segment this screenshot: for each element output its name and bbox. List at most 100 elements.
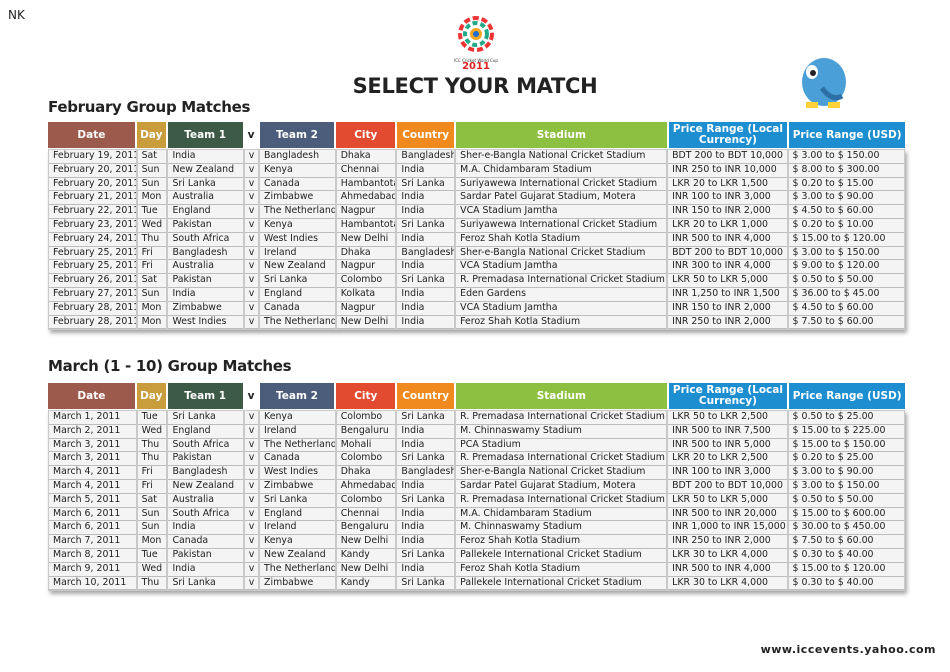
logo-text: ICC Cricket World Cup (454, 58, 498, 63)
table-cell: Bangladesh (168, 246, 244, 261)
table-row: February 24, 2011 Thu South Africa v West In… (49, 232, 904, 247)
table-cell: India (397, 260, 455, 275)
table-cell: BDT 200 to BDT 10,000 (668, 479, 787, 494)
table-cell: England (168, 205, 244, 219)
table-cell: Pakistan (168, 452, 244, 467)
table-cell: Kenya (260, 218, 335, 233)
table-cell: Pakistan (168, 218, 244, 233)
table-cell: INR 300 to INR 4,000 (668, 260, 787, 275)
table-cell: West Indies (260, 466, 335, 480)
table-cell: LKR 20 to LKR 1,000 (668, 218, 787, 233)
table-cell: Fri (137, 260, 167, 275)
table-cell: $ 0.30 to $ 40.00 (788, 576, 904, 591)
column-header: Date (48, 122, 135, 148)
corner-label: NK (8, 8, 25, 22)
table-cell: Fri (137, 479, 167, 494)
table-cell: Eden Gardens (456, 287, 667, 302)
table-row: March 4, 2011 Fri New Zealand v Zimbabwe Ahme… (49, 479, 904, 494)
table-cell: February 25, 2011 (49, 246, 136, 261)
table-cell: M. Chinnaswamy Stadium (456, 424, 667, 439)
table-cell: M. Chinnaswamy Stadium (456, 521, 667, 536)
table-cell: $ 0.50 to $ 25.00 (788, 411, 904, 425)
table-cell: Bangladesh (168, 466, 244, 480)
table-cell: $ 9.00 to $ 120.00 (788, 260, 904, 275)
table-cell: INR 1,000 to INR 15,000 (668, 521, 787, 536)
table-cell: India (397, 191, 455, 206)
table-cell: England (260, 507, 335, 522)
table-cell: India (397, 287, 455, 302)
table-cell: Bangladesh (260, 150, 335, 164)
table-cell: Chennai (336, 507, 396, 522)
column-header: v (244, 383, 258, 409)
table-cell: Sun (137, 507, 167, 522)
table-cell: $ 3.00 to $ 150.00 (788, 150, 904, 164)
column-header: Date (48, 383, 135, 409)
table-cell: West Indies (260, 232, 335, 247)
table-cell: February 28, 2011 (49, 315, 136, 330)
table-cell: England (260, 287, 335, 302)
logo-year: 2011 (462, 61, 490, 72)
table-cell: Zimbabwe (168, 301, 244, 316)
table-cell: v (245, 521, 259, 536)
table-row: February 21, 2011 Mon Australia v Zimbabwe Ah… (49, 191, 904, 206)
table-cell: March 7, 2011 (49, 535, 136, 549)
table-cell: India (168, 521, 244, 536)
table-row: February 22, 2011 Tue England v The Netherla… (49, 205, 904, 219)
table-row: March 3, 2011 Thu Pakistan v Canada Colombo Sr… (49, 452, 904, 467)
table-row: February 28, 2011 Mon Zimbabwe v Canada Nagpu… (49, 301, 904, 316)
table-cell: Sher-e-Bangla National Cricket Stadium (456, 246, 667, 261)
table-cell: LKR 50 to LKR 5,000 (668, 274, 787, 288)
table-row: February 25, 2011 Fri Australia v New Zealan… (49, 260, 904, 275)
table-cell: Feroz Shah Kotla Stadium (456, 562, 667, 577)
column-header: City (336, 383, 396, 409)
table-cell: Ahmedabad (336, 191, 396, 206)
table-cell: Tue (137, 548, 167, 563)
table-cell: v (245, 452, 259, 467)
table-cell: India (397, 507, 455, 522)
table-cell: v (245, 562, 259, 577)
header-row: Date Day Team 1 v Team 2 City Country Stadium Pr… (48, 122, 906, 148)
table-cell: Thu (137, 576, 167, 591)
table-cell: The Netherlands (260, 205, 335, 219)
table-cell: Bengaluru (336, 424, 396, 439)
table-cell: $ 0.20 to $ 15.00 (788, 177, 904, 192)
table-cell: v (245, 411, 259, 425)
table-cell: Bangladesh (397, 246, 455, 261)
table-cell: Sri Lanka (397, 548, 455, 563)
table-cell: February 26, 2011 (49, 274, 136, 288)
table-cell: Australia (168, 493, 244, 508)
table-cell: Feroz Shah Kotla Stadium (456, 315, 667, 330)
table-row: February 28, 2011 Mon West Indies v The Neth… (49, 315, 904, 330)
table-cell: Mohali (336, 438, 396, 453)
table-cell: Colombo (336, 493, 396, 508)
column-header: City (336, 122, 396, 148)
table-cell: Sat (137, 274, 167, 288)
logo: ICC Cricket World Cup 2011 (451, 14, 501, 74)
table-cell: New Zealand (260, 260, 335, 275)
column-header: v (244, 122, 258, 148)
table-cell: Kandy (336, 576, 396, 591)
table-cell: Sun (137, 163, 167, 178)
table-cell: Nagpur (336, 301, 396, 316)
table-cell: $ 15.00 to $ 600.00 (788, 507, 904, 522)
table-row: March 4, 2011 Fri Bangladesh v West Indies Dh… (49, 466, 904, 480)
table-cell: March 5, 2011 (49, 493, 136, 508)
table-cell: Mon (137, 301, 167, 316)
table-cell: India (397, 315, 455, 330)
table-row: March 5, 2011 Sat Australia v Sri Lanka Colom… (49, 493, 904, 508)
table-cell: Thu (137, 452, 167, 467)
table-cell: February 23, 2011 (49, 218, 136, 233)
table-cell: The Netherlands (260, 315, 335, 330)
column-header: Country (397, 383, 455, 409)
table-cell: Canada (260, 452, 335, 467)
table-cell: $ 0.30 to $ 40.00 (788, 548, 904, 563)
table-cell: Kenya (260, 535, 335, 549)
table-cell: Sher-e-Bangla National Cricket Stadium (456, 150, 667, 164)
table-cell: v (245, 246, 259, 261)
table-cell: February 20, 2011 (49, 163, 136, 178)
table-cell: INR 500 to INR 4,000 (668, 562, 787, 577)
table-cell: Sardar Patel Gujarat Stadium, Motera (456, 479, 667, 494)
table-cell: England (168, 424, 244, 439)
table-cell: Sat (137, 493, 167, 508)
table-cell: New Delhi (336, 535, 396, 549)
